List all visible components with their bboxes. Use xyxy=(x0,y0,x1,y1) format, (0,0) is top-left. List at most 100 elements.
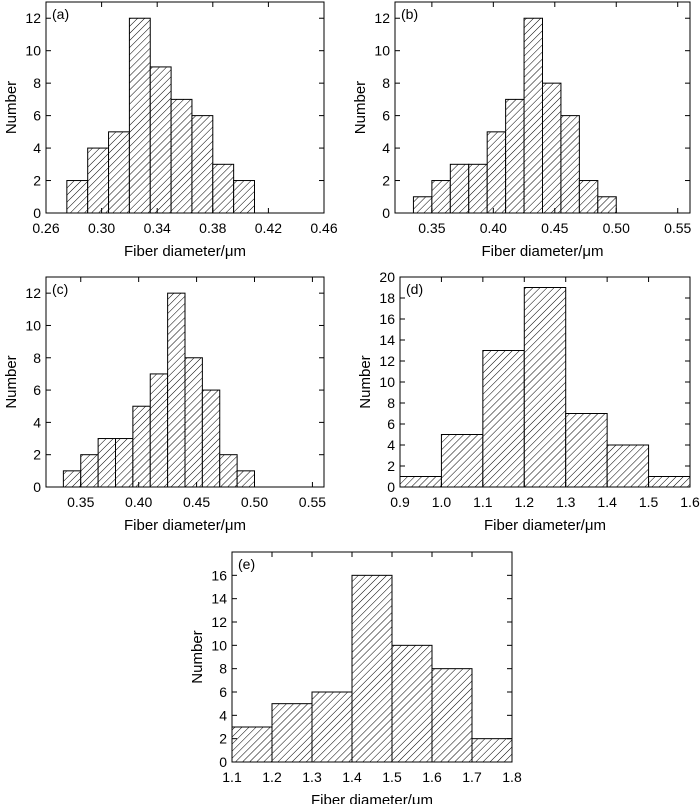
histogram-bar xyxy=(449,163,470,214)
y-tick-label: 10 xyxy=(211,637,227,653)
y-axis-title: Number xyxy=(189,630,206,683)
x-tick-label: 0.50 xyxy=(603,220,630,236)
panel-label: (b) xyxy=(401,6,418,22)
y-tick-label: 6 xyxy=(33,108,41,124)
histogram-bar xyxy=(167,292,186,488)
histogram-bar xyxy=(471,738,513,763)
y-tick-label: 10 xyxy=(379,374,395,390)
plot-frame xyxy=(231,551,513,763)
y-tick-label: 18 xyxy=(379,290,395,306)
y-tick-label: 4 xyxy=(219,707,227,723)
y-tick-label: 16 xyxy=(211,567,227,583)
x-tick-label: 0.45 xyxy=(183,494,210,510)
x-tick-label: 0.9 xyxy=(390,494,410,510)
y-tick-label: 4 xyxy=(33,414,41,430)
y-tick-label: 16 xyxy=(379,311,395,327)
histogram-bar xyxy=(565,413,608,488)
x-tick-label: 0.30 xyxy=(88,220,115,236)
histogram-bar xyxy=(184,357,203,488)
y-tick-label: 0 xyxy=(219,754,227,770)
histogram-bar xyxy=(351,574,393,763)
x-tick-label: 0.42 xyxy=(255,220,282,236)
y-tick-label: 8 xyxy=(382,75,390,91)
x-tick-label: 1.8 xyxy=(502,769,522,785)
y-axis-title: Number xyxy=(357,355,374,408)
x-tick-label: 0.35 xyxy=(67,494,94,510)
x-tick-label: 0.26 xyxy=(32,220,59,236)
histogram-bar xyxy=(108,131,130,214)
histogram-bar xyxy=(412,196,433,214)
y-tick-label: 6 xyxy=(387,416,395,432)
histogram-bar xyxy=(597,196,617,214)
panel-label: (d) xyxy=(406,281,423,297)
x-tick-label: 1.2 xyxy=(515,494,535,510)
y-tick-label: 2 xyxy=(219,731,227,747)
y-tick-label: 4 xyxy=(33,140,41,156)
x-tick-label: 0.35 xyxy=(418,220,445,236)
y-axis-title: Number xyxy=(3,355,20,408)
histogram-bar xyxy=(271,703,313,763)
histogram-bar xyxy=(80,454,99,488)
histogram-bar xyxy=(236,470,255,488)
panel-a: 0.26 0.30 0.34 0.38 0.42 0.46 0 2 4 6 8 10 12 Fiber d… xyxy=(3,1,338,260)
histogram-bar xyxy=(560,115,580,214)
histogram-bar xyxy=(170,98,193,214)
histogram-bar xyxy=(149,373,169,488)
y-tick-label: 2 xyxy=(387,458,395,474)
histogram-bar xyxy=(523,17,543,214)
y-tick-label: 12 xyxy=(25,10,41,26)
y-tick-label: 8 xyxy=(33,75,41,91)
y-tick-label: 8 xyxy=(387,395,395,411)
histogram-bar xyxy=(440,434,484,488)
x-tick-label: 1.3 xyxy=(302,769,322,785)
panel-label: (a) xyxy=(52,6,69,22)
y-tick-label: 8 xyxy=(33,350,41,366)
histogram-bar xyxy=(391,644,433,763)
histogram-bar xyxy=(62,470,82,488)
y-axis-title: Number xyxy=(3,81,20,134)
y-tick-label: 0 xyxy=(33,205,41,221)
y-tick-label: 2 xyxy=(382,173,390,189)
y-tick-label: 6 xyxy=(33,382,41,398)
histogram-bar xyxy=(311,691,353,763)
histogram-bar xyxy=(219,454,238,488)
y-tick-label: 0 xyxy=(382,205,390,221)
histogram-bar xyxy=(191,115,214,214)
y-tick-label: 0 xyxy=(33,479,41,495)
x-tick-label: 1.7 xyxy=(462,769,482,785)
x-tick-label: 1.2 xyxy=(262,769,282,785)
x-axis-title: Fiber diameter/μm xyxy=(124,517,246,534)
x-tick-label: 1.4 xyxy=(342,769,362,785)
histogram-bar xyxy=(128,17,151,214)
x-tick-label: 0.45 xyxy=(541,220,568,236)
y-tick-label: 10 xyxy=(25,317,41,333)
plot-frame xyxy=(45,276,325,488)
histogram-bar xyxy=(66,180,89,214)
y-tick-label: 14 xyxy=(379,332,395,348)
x-tick-label: 0.55 xyxy=(664,220,691,236)
panel-c: 0.35 0.40 0.45 0.50 0.55 0 2 4 6 8 10 12 Fiber diame… xyxy=(3,276,326,534)
y-tick-label: 6 xyxy=(219,684,227,700)
y-tick-label: 12 xyxy=(374,10,390,26)
x-tick-label: 0.50 xyxy=(241,494,268,510)
x-tick-label: 0.40 xyxy=(480,220,507,236)
x-axis-title: Fiber diameter/μm xyxy=(124,243,246,260)
x-tick-label: 1.6 xyxy=(680,494,700,510)
x-tick-label: 1.5 xyxy=(639,494,659,510)
y-tick-label: 10 xyxy=(25,43,41,59)
histogram-bar xyxy=(542,82,562,214)
histogram-bar xyxy=(468,163,488,214)
panel-label: (e) xyxy=(238,556,255,572)
panel-e: 1.1 1.2 1.3 1.4 1.5 1.6 1.7 1.8 0 2 4 6 8 10 12 14 16 Fib… xyxy=(189,551,522,804)
histogram-bar xyxy=(523,287,567,488)
x-tick-label: 0.46 xyxy=(310,220,337,236)
histogram-bar xyxy=(212,163,235,214)
histogram-bar xyxy=(648,476,691,488)
x-tick-label: 0.38 xyxy=(199,220,226,236)
x-tick-label: 0.40 xyxy=(125,494,152,510)
y-tick-label: 0 xyxy=(387,479,395,495)
x-axis-title: Fiber diameter/μm xyxy=(484,517,606,534)
histogram-bar xyxy=(97,438,116,488)
histogram-bar xyxy=(486,131,507,214)
y-tick-label: 8 xyxy=(219,661,227,677)
